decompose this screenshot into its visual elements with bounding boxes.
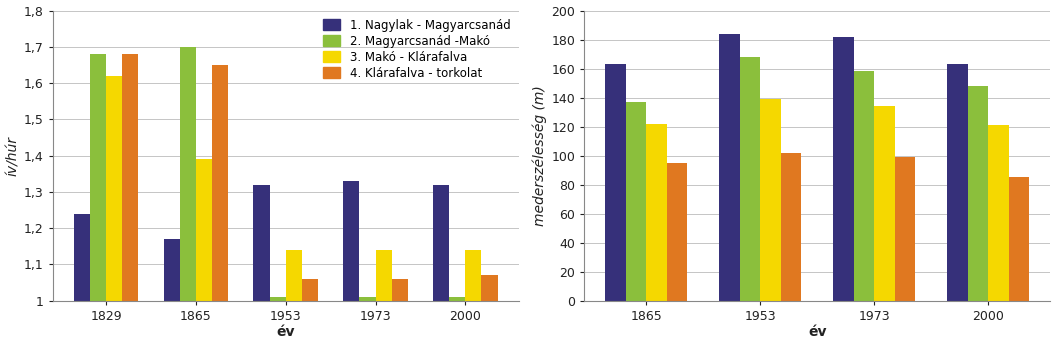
Bar [988,125,1008,300]
Bar [874,106,894,300]
X-axis label: év: év [277,325,295,339]
Y-axis label: ív/húr: ív/húr [5,136,20,176]
Bar [482,275,497,300]
Bar [376,250,392,300]
Bar [740,57,760,300]
Bar [947,64,967,300]
Bar [253,185,269,300]
Bar [605,64,626,300]
Bar [449,297,466,300]
Legend: 1. Nagylak - Magyarcsanád, 2. Magyarcsanád -Makó, 3. Makó - Klárafalva, 4. Klára: 1. Nagylak - Magyarcsanád, 2. Magyarcsan… [320,17,513,82]
Bar [967,86,988,300]
Bar [433,185,449,300]
X-axis label: év: év [808,325,827,339]
Bar [302,279,318,300]
Bar [90,54,107,300]
Bar [646,124,667,300]
Bar [164,239,180,300]
Bar [780,153,802,300]
Bar [760,99,780,300]
Bar [212,65,228,300]
Bar [343,181,359,300]
Bar [833,37,854,300]
Bar [392,279,408,300]
Bar [359,297,376,300]
Y-axis label: mederszélesség (m): mederszélesség (m) [532,85,547,226]
Bar [107,76,122,300]
Bar [667,163,687,300]
Bar [466,250,482,300]
Bar [74,214,90,300]
Bar [1008,177,1030,300]
Bar [180,47,196,300]
Bar [854,71,874,300]
Bar [894,157,916,300]
Bar [626,102,646,300]
Bar [719,34,740,300]
Bar [269,297,286,300]
Bar [286,250,302,300]
Bar [196,159,212,300]
Bar [122,54,138,300]
